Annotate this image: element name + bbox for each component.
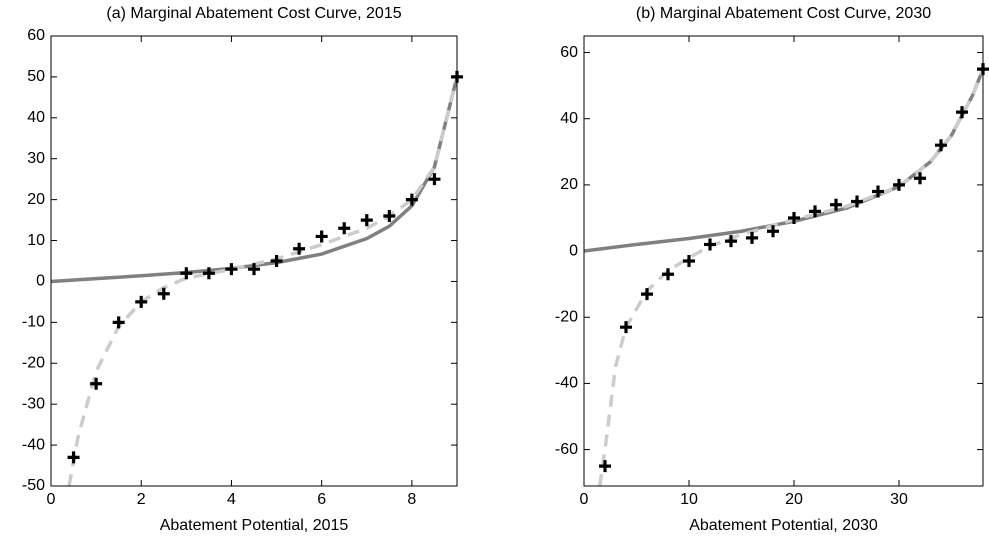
fit-curve xyxy=(51,76,457,284)
data-point xyxy=(157,287,170,300)
y-tick-label: 40 xyxy=(560,110,578,127)
data-point xyxy=(830,198,842,211)
x-tick-label: 8 xyxy=(407,491,416,508)
data-point xyxy=(767,225,779,238)
data-point xyxy=(935,139,947,152)
plot-area xyxy=(51,76,457,486)
x-tick-label: 2 xyxy=(137,491,146,508)
x-tick-label: 20 xyxy=(785,491,803,508)
chart-title: (a) Marginal Abatement Cost Curve, 2015 xyxy=(106,5,401,22)
data-point xyxy=(135,295,148,308)
x-tick-label: 30 xyxy=(890,491,908,508)
data-point xyxy=(180,267,193,280)
y-tick-label: 0 xyxy=(569,242,578,259)
data-point xyxy=(662,268,674,281)
panel: (b) Marginal Abatement Cost Curve, 2030 A… xyxy=(555,5,989,534)
data-point xyxy=(67,451,80,464)
y-tick-label: 40 xyxy=(27,109,45,126)
axes-frame xyxy=(50,35,458,487)
y-tick-label: -10 xyxy=(22,314,45,331)
panel: (a) Marginal Abatement Cost Curve, 2015 A… xyxy=(22,5,463,534)
data-point xyxy=(725,235,737,248)
data-point xyxy=(315,230,328,243)
data-point xyxy=(599,460,611,473)
y-tick-label: 60 xyxy=(560,44,578,61)
y-tick-label: 0 xyxy=(36,273,45,290)
y-tick-label: 20 xyxy=(27,191,45,208)
x-tick-label: 0 xyxy=(47,491,56,508)
data-point xyxy=(851,195,863,208)
axes-frame xyxy=(583,35,984,487)
data-point xyxy=(872,185,884,198)
data-point xyxy=(248,263,260,276)
y-tick-label: -50 xyxy=(22,477,45,494)
y-tick-label: -20 xyxy=(22,354,45,371)
fit-curve-dashed xyxy=(598,68,983,486)
y-tick-label: -20 xyxy=(555,308,578,325)
data-point xyxy=(112,316,125,329)
y-tick-label: 60 xyxy=(27,27,45,44)
data-point xyxy=(788,211,800,224)
data-point xyxy=(90,377,103,390)
data-point xyxy=(914,172,926,185)
y-tick-label: -40 xyxy=(22,436,45,453)
y-tick-label: -40 xyxy=(555,375,578,392)
x-tick-label: 4 xyxy=(227,491,236,508)
y-tick-label: 10 xyxy=(27,232,45,249)
fit-curve xyxy=(584,68,983,253)
data-point xyxy=(704,238,716,251)
data-point xyxy=(683,255,695,267)
data-point xyxy=(956,106,968,119)
y-tick-label: 30 xyxy=(27,150,45,167)
data-point xyxy=(202,267,215,280)
data-point xyxy=(383,210,396,222)
data-point xyxy=(746,231,758,244)
data-point xyxy=(428,173,441,186)
data-point xyxy=(270,255,283,267)
data-point xyxy=(225,263,238,276)
data-point xyxy=(293,242,306,255)
x-axis-label: Abatement Potential, 2015 xyxy=(160,517,349,534)
data-point xyxy=(338,222,351,235)
data-point xyxy=(360,214,373,227)
x-tick-label: 0 xyxy=(580,491,589,508)
plot-area xyxy=(584,68,983,486)
y-tick-label: -60 xyxy=(555,441,578,458)
x-axis-label: Abatement Potential, 2030 xyxy=(689,517,878,534)
fit-curve-dashed xyxy=(67,76,457,486)
y-tick-label: -30 xyxy=(22,395,45,412)
data-point xyxy=(641,288,653,301)
data-point xyxy=(809,205,821,218)
data-point xyxy=(893,178,905,191)
x-tick-label: 10 xyxy=(680,491,698,508)
y-tick-label: 20 xyxy=(560,176,578,193)
x-tick-label: 6 xyxy=(317,491,326,508)
chart-title: (b) Marginal Abatement Cost Curve, 2030 xyxy=(636,5,931,22)
y-tick-label: 50 xyxy=(27,68,45,85)
data-point xyxy=(620,321,632,334)
data-point xyxy=(405,193,418,206)
